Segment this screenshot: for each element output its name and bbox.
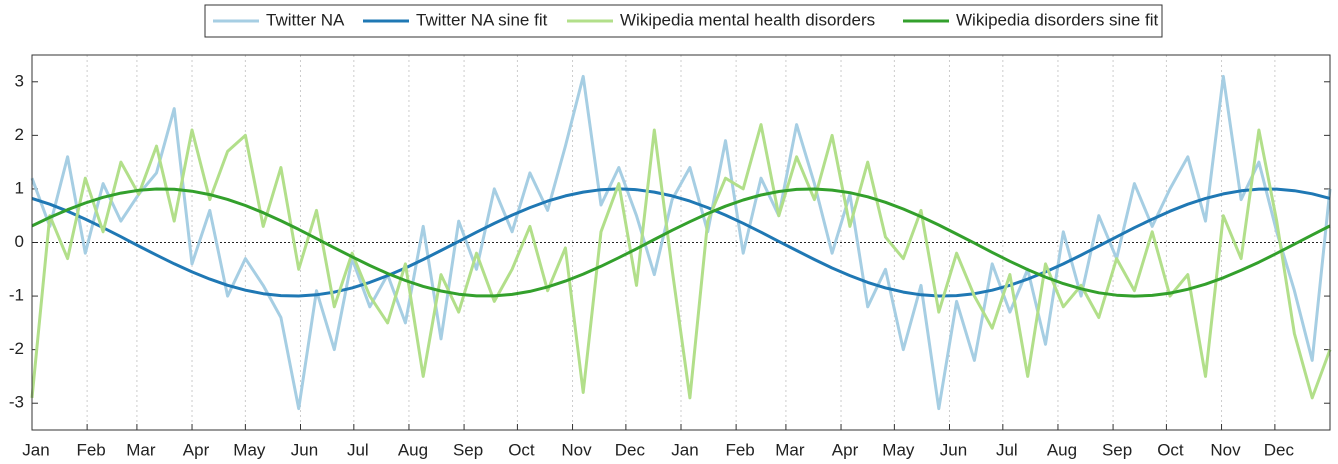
x-tick-label: Nov <box>561 440 592 459</box>
x-tick-label: Jun <box>291 440 318 459</box>
x-tick-label: Aug <box>1047 440 1077 459</box>
x-tick-label: Jun <box>940 440 967 459</box>
x-tick-label: Apr <box>183 440 210 459</box>
series-line <box>31 187 1331 298</box>
x-tick-label: Oct <box>508 440 535 459</box>
x-tick-label: Aug <box>398 440 428 459</box>
x-tick-label: Oct <box>1157 440 1184 459</box>
x-tick-label: May <box>882 440 915 459</box>
y-tick-label: -2 <box>9 339 24 358</box>
y-tick-label: -3 <box>9 393 24 412</box>
x-tick-label: Jul <box>347 440 369 459</box>
y-tick-label: -1 <box>9 286 24 305</box>
legend-label: Twitter NA <box>266 10 345 29</box>
x-tick-label: Jan <box>22 440 49 459</box>
x-tick-label: Feb <box>725 440 754 459</box>
series-line <box>30 123 1332 400</box>
x-tick-label: Nov <box>1210 440 1241 459</box>
legend-label: Wikipedia mental health disorders <box>620 10 875 29</box>
x-tick-label: Sep <box>1102 440 1132 459</box>
y-tick-label: 2 <box>15 125 24 144</box>
x-tick-label: Mar <box>775 440 805 459</box>
x-tick-label: Dec <box>615 440 646 459</box>
x-tick-label: Feb <box>76 440 105 459</box>
legend-label: Wikipedia disorders sine fit <box>956 10 1158 29</box>
series-line <box>31 187 1331 298</box>
x-tick-label: Jan <box>671 440 698 459</box>
x-tick-label: Apr <box>832 440 859 459</box>
x-tick-label: Dec <box>1264 440 1295 459</box>
legend-label: Twitter NA sine fit <box>416 10 548 29</box>
x-tick-label: Sep <box>453 440 483 459</box>
x-tick-label: Mar <box>126 440 156 459</box>
x-tick-label: Jul <box>996 440 1018 459</box>
series-line <box>30 74 1332 411</box>
plot-frame <box>31 54 1331 431</box>
y-tick-label: 1 <box>15 178 24 197</box>
x-tick-label: May <box>233 440 266 459</box>
y-tick-label: 0 <box>15 232 24 251</box>
y-tick-label: 3 <box>15 71 24 90</box>
